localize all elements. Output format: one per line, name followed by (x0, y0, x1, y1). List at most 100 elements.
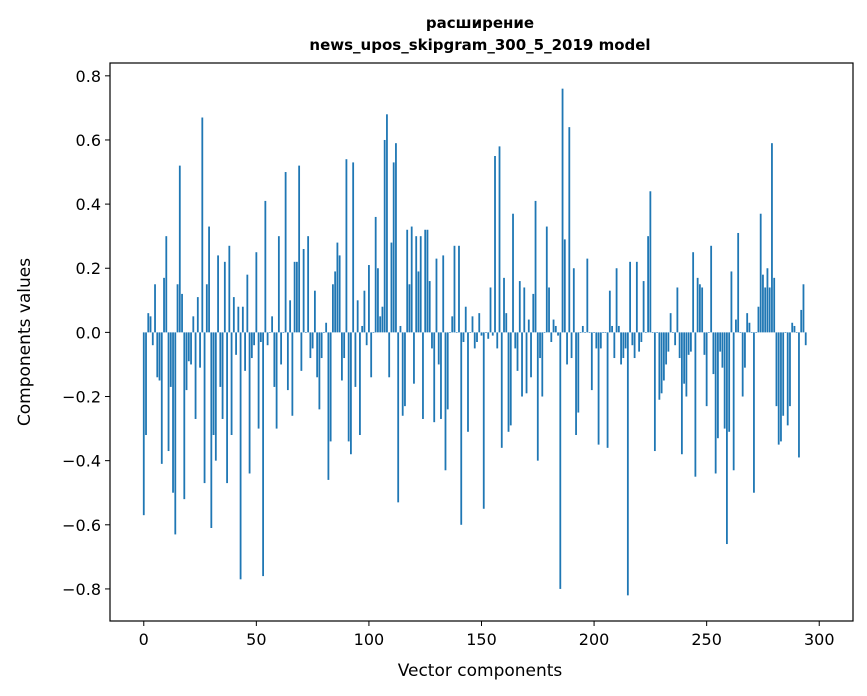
bar (759, 213, 762, 333)
bar (696, 277, 699, 333)
bar (223, 261, 226, 333)
bar (453, 245, 456, 333)
bar (795, 332, 798, 333)
bar (719, 332, 722, 352)
bar (494, 156, 496, 333)
bar (791, 322, 794, 333)
bar (638, 332, 641, 352)
bar (496, 332, 499, 349)
bar (633, 332, 636, 359)
bar (683, 332, 686, 384)
bar (219, 332, 222, 387)
bar (212, 332, 215, 435)
bar (467, 332, 469, 432)
bar (685, 332, 688, 397)
bar (370, 332, 373, 378)
bar (588, 332, 591, 333)
bar (651, 332, 654, 333)
y-tick-label: 0.8 (76, 67, 101, 86)
bar (624, 332, 627, 349)
bar (192, 316, 195, 333)
bar (273, 332, 276, 387)
bar (676, 287, 679, 333)
bar (174, 332, 177, 535)
bar (377, 268, 379, 333)
bar (361, 325, 364, 333)
bar (417, 271, 420, 333)
y-tick-label: −0.8 (62, 580, 101, 599)
bar (699, 284, 701, 333)
bar (381, 306, 384, 333)
bar (399, 325, 402, 333)
bar (169, 332, 172, 387)
bar (730, 271, 733, 333)
bar (415, 236, 418, 333)
bar (590, 332, 593, 391)
bar (766, 268, 769, 333)
bar (327, 332, 330, 480)
bar (462, 332, 465, 342)
bar (798, 332, 800, 458)
chart-title-line1: расширение (426, 14, 534, 32)
bar (694, 332, 697, 477)
bar (620, 332, 622, 365)
bar (201, 117, 204, 333)
bar (451, 316, 454, 333)
bar (764, 287, 767, 333)
bar (347, 332, 350, 442)
bar (316, 332, 319, 378)
bar (755, 332, 758, 333)
bar (228, 245, 231, 333)
bar (325, 322, 328, 333)
bar (320, 332, 323, 359)
bar (629, 261, 631, 333)
bar (721, 332, 724, 368)
bar (703, 332, 706, 355)
bar (237, 306, 240, 333)
bar (309, 332, 312, 359)
bar (735, 319, 737, 333)
bar (149, 316, 152, 333)
bar (777, 332, 780, 445)
bar (178, 165, 181, 333)
bar (768, 287, 771, 333)
bar (183, 332, 186, 500)
bar (172, 332, 174, 493)
bar (194, 332, 197, 419)
bar (419, 236, 422, 333)
bar (379, 316, 382, 333)
bar (163, 277, 165, 333)
bar (548, 287, 550, 333)
bar (460, 332, 463, 525)
bar (786, 332, 789, 426)
bar (368, 265, 370, 333)
bar (446, 332, 449, 410)
bar (595, 332, 598, 349)
bar (662, 332, 665, 381)
bar (507, 332, 510, 432)
x-tick-label: 300 (804, 630, 835, 649)
y-tick-label: −0.4 (62, 452, 101, 471)
y-axis-ticks: −0.8 −0.6 −0.4 −0.2 0.0 0.2 0.4 0.6 0.8 (62, 67, 110, 599)
bar (516, 332, 519, 371)
bar (552, 319, 555, 333)
bar (307, 236, 310, 333)
bar (433, 332, 436, 423)
bar (536, 332, 539, 461)
bar (226, 332, 228, 484)
bar (167, 332, 170, 452)
bar (449, 332, 451, 333)
bar (527, 319, 530, 333)
bar (642, 281, 645, 333)
bar (712, 332, 715, 375)
bar (723, 332, 726, 429)
bar (575, 332, 577, 435)
bar (176, 284, 179, 333)
bar (579, 332, 582, 333)
bar (804, 332, 807, 346)
bar (471, 316, 474, 333)
bar (185, 332, 188, 391)
bar (744, 332, 746, 368)
bar (671, 332, 674, 333)
